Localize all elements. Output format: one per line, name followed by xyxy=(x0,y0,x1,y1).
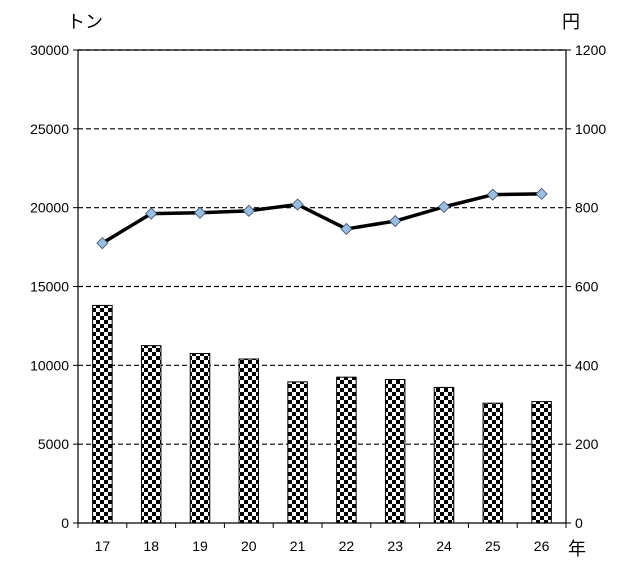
bar-series xyxy=(92,304,552,524)
left-axis-unit: トン xyxy=(67,12,103,33)
right-axis-unit: 円 xyxy=(562,12,580,33)
x-tick-label: 21 xyxy=(290,538,306,554)
right-tick-label: 1200 xyxy=(575,42,606,58)
x-tick-label: 17 xyxy=(95,538,111,554)
left-tick-label: 10000 xyxy=(30,357,69,373)
x-tick-label: 22 xyxy=(339,538,355,554)
line-point xyxy=(437,200,451,213)
line-point xyxy=(389,215,402,228)
left-tick-label: 20000 xyxy=(30,200,69,216)
series-line xyxy=(101,192,542,245)
right-tick-label: 0 xyxy=(575,515,583,531)
left-tick-label: 25000 xyxy=(30,121,69,137)
x-tick-label: 23 xyxy=(387,538,403,554)
bar xyxy=(189,353,211,524)
bar xyxy=(336,376,357,524)
line-point xyxy=(145,207,158,220)
left-axis-ticks: 0 5000 10000 15000 20000 25000 30000 xyxy=(30,42,69,531)
x-tick-label: 19 xyxy=(192,538,208,554)
x-tick-label: 26 xyxy=(534,538,550,554)
right-tick-label: 600 xyxy=(575,279,599,295)
right-tick-label: 800 xyxy=(575,200,599,216)
left-tick-label: 5000 xyxy=(38,436,69,452)
x-tick-label: 18 xyxy=(143,538,159,554)
bar xyxy=(287,381,308,524)
x-tick-label: 25 xyxy=(485,538,501,554)
bar xyxy=(140,345,162,524)
line-point xyxy=(535,187,548,200)
bar xyxy=(482,402,504,524)
bar xyxy=(384,379,406,524)
line-series xyxy=(96,187,548,250)
x-axis-ticks: 17 18 19 20 21 22 23 24 25 26 xyxy=(95,538,550,554)
right-tick-label: 1000 xyxy=(575,121,606,137)
line-point xyxy=(242,204,255,217)
right-tick-label: 400 xyxy=(575,357,599,373)
x-tick-label: 24 xyxy=(436,538,452,554)
x-tick-label: 20 xyxy=(241,538,257,554)
line-point xyxy=(340,222,353,236)
x-axis-unit: 年 xyxy=(568,539,586,560)
bar xyxy=(238,358,260,524)
right-axis-ticks: 0 200 400 600 800 1000 1200 xyxy=(575,42,606,531)
bar xyxy=(92,304,113,524)
right-tick-label: 200 xyxy=(575,436,599,452)
left-tick-label: 0 xyxy=(61,515,69,531)
line-point xyxy=(291,198,304,211)
line-point xyxy=(193,206,207,219)
line-point xyxy=(486,188,499,201)
axes xyxy=(73,49,571,528)
bar xyxy=(531,401,552,524)
left-tick-label: 30000 xyxy=(30,42,69,58)
left-tick-label: 15000 xyxy=(30,279,69,295)
bar xyxy=(433,386,455,524)
line-point xyxy=(96,237,109,250)
